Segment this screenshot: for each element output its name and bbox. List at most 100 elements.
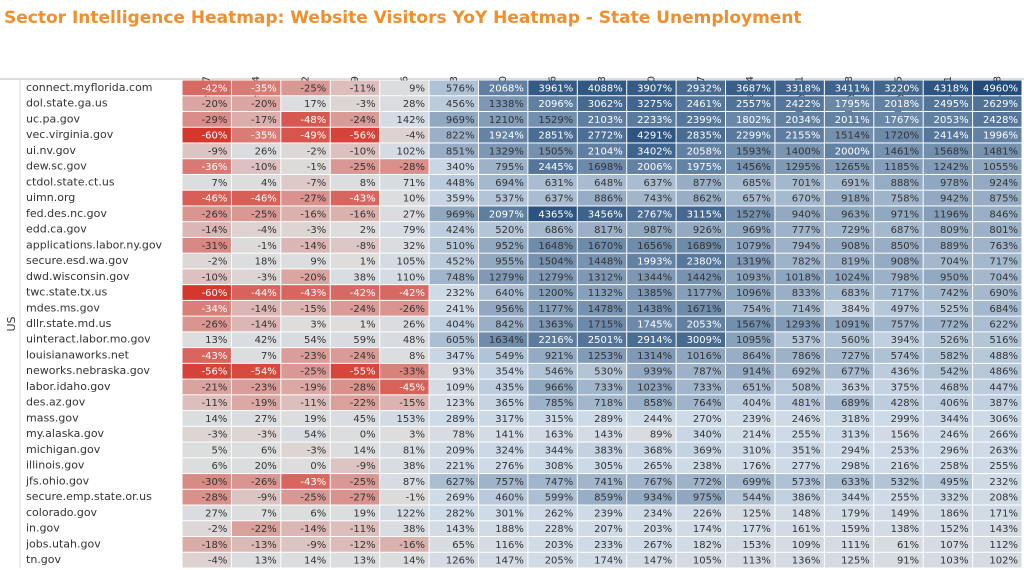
heat-cell <box>775 96 824 111</box>
cell-label: 4318% <box>934 83 969 94</box>
heat-cell <box>775 174 824 190</box>
cell-label: 258% <box>940 461 969 472</box>
cell-label: 1314% <box>637 351 672 362</box>
cell-label: -21% <box>202 382 228 393</box>
heat-cell <box>775 285 824 300</box>
cell-label: 1018% <box>785 272 820 283</box>
heat-cell <box>330 285 380 300</box>
heat-cell <box>231 96 281 111</box>
heat-cell <box>726 489 775 505</box>
heat-cell <box>726 332 775 348</box>
heat-cell <box>874 489 923 505</box>
cell-label: 886% <box>594 194 623 205</box>
cell-label: 4088% <box>588 83 623 94</box>
cell-label: -1% <box>257 241 276 252</box>
cell-label: -3% <box>307 445 326 456</box>
cell-label: 969% <box>742 225 771 236</box>
cell-label: 78% <box>452 430 474 441</box>
heat-cell <box>478 332 528 348</box>
cell-label: -7% <box>307 178 326 189</box>
cell-label: -14% <box>300 524 326 535</box>
cell-label: 105% <box>693 556 722 567</box>
heat-cell <box>627 537 676 552</box>
heat-cell <box>627 316 676 332</box>
cell-label: 5% <box>212 445 228 456</box>
cell-label: 549% <box>495 351 524 362</box>
cell-label: 952% <box>495 241 524 252</box>
cell-label: 246% <box>940 430 969 441</box>
heat-cell <box>923 332 973 348</box>
heat-cell <box>726 521 775 537</box>
heat-cell <box>577 253 627 269</box>
heat-cell <box>577 269 627 285</box>
heat-cell <box>627 474 676 489</box>
cell-label: -4% <box>208 556 227 567</box>
heat-cell <box>281 143 330 159</box>
cell-label: 1478% <box>588 304 623 315</box>
heat-cell <box>923 80 973 96</box>
cell-label: 61% <box>897 540 919 551</box>
heat-cell <box>330 80 380 96</box>
cell-label: 940% <box>792 209 821 220</box>
heat-cell <box>231 190 281 206</box>
cell-label: -12% <box>350 540 376 551</box>
heat-cell <box>726 426 775 442</box>
heat-cell <box>923 379 973 395</box>
heat-cell <box>973 395 1022 411</box>
cell-label: -24% <box>350 115 376 126</box>
cell-label: 950% <box>940 272 969 283</box>
heat-cell <box>182 489 231 505</box>
cell-label: 452% <box>446 257 475 268</box>
heat-cell <box>973 489 1022 505</box>
row-label: fed.des.nc.gov <box>26 207 107 220</box>
heat-cell <box>380 237 429 253</box>
cell-label: 244% <box>644 414 673 425</box>
heat-cell <box>923 159 973 174</box>
heat-cell <box>726 348 775 363</box>
heat-cell <box>182 379 231 395</box>
cell-label: 113% <box>742 556 771 567</box>
heat-cell <box>676 190 726 206</box>
cell-label: -36% <box>202 162 228 173</box>
heat-cell <box>627 505 676 521</box>
heat-cell <box>676 253 726 269</box>
cell-label: 1529% <box>538 115 573 126</box>
heat-cell <box>231 143 281 159</box>
cell-label: 560% <box>841 335 870 346</box>
cell-label: 1265% <box>835 162 870 173</box>
heat-cell <box>577 80 627 96</box>
cell-label: 1593% <box>736 146 771 157</box>
heat-cell <box>281 316 330 332</box>
cell-label: 520% <box>495 225 524 236</box>
cell-label: 690% <box>989 288 1018 299</box>
heat-cell <box>824 474 874 489</box>
cell-label: 888% <box>891 178 920 189</box>
cell-label: 1293% <box>785 320 820 331</box>
cell-label: 6% <box>261 445 277 456</box>
cell-label: 1505% <box>538 146 573 157</box>
cell-label: 1% <box>360 257 376 268</box>
cell-label: -26% <box>202 320 228 331</box>
cell-label: 2053% <box>687 320 722 331</box>
cell-label: 6% <box>212 461 228 472</box>
heat-cell <box>182 206 231 222</box>
cell-label: 605% <box>446 335 475 346</box>
heat-cell <box>676 300 726 316</box>
heat-cell <box>775 159 824 174</box>
heat-cell <box>281 159 330 174</box>
heat-cell <box>380 505 429 521</box>
cell-label: 2445% <box>538 162 573 173</box>
cell-label: 2835% <box>687 131 722 142</box>
heat-cell <box>676 363 726 379</box>
cell-label: -35% <box>251 131 277 142</box>
heat-cell <box>676 426 726 442</box>
heat-cell <box>577 521 627 537</box>
cell-label: 3115% <box>687 209 722 220</box>
cell-label: 1527% <box>736 209 771 220</box>
cell-label: 253% <box>891 445 920 456</box>
cell-label: 733% <box>693 382 722 393</box>
heat-cell <box>676 159 726 174</box>
cell-label: 7% <box>212 178 228 189</box>
heat-cell <box>528 300 577 316</box>
cell-label: 2233% <box>637 115 672 126</box>
